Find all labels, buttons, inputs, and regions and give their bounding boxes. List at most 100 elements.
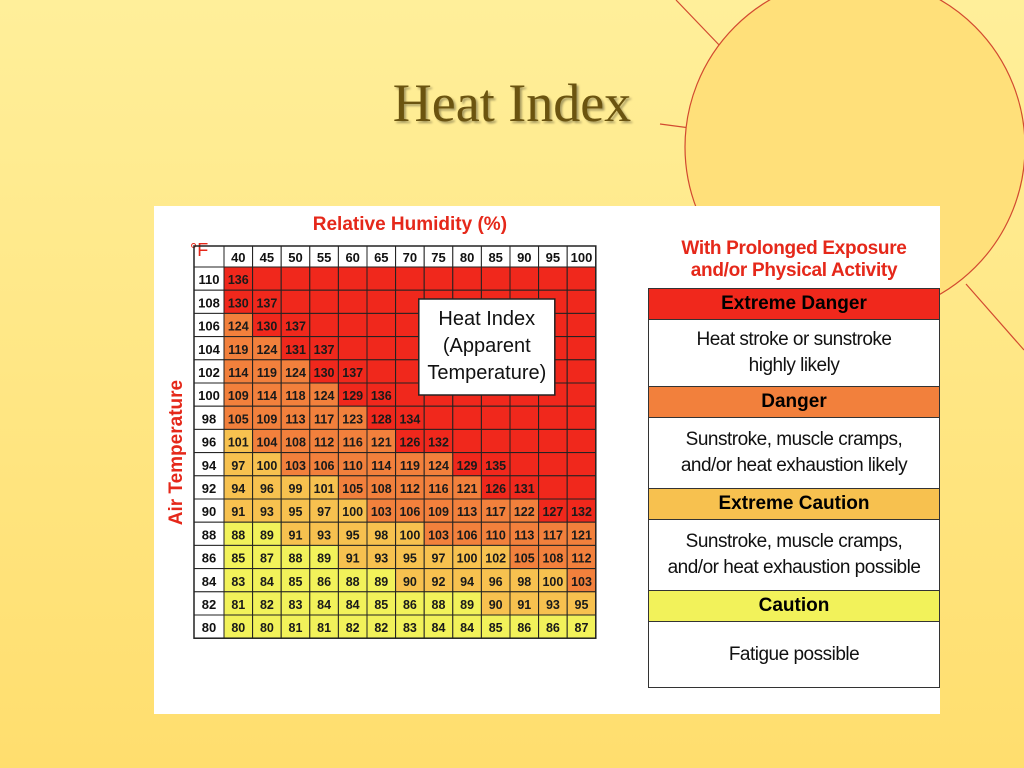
heat-index-value: 91 (231, 505, 245, 519)
heat-index-value: 136 (371, 389, 392, 403)
temperature-tick-label: 100 (198, 388, 220, 403)
humidity-tick-label: 70 (403, 250, 417, 265)
heat-index-value: 124 (314, 389, 335, 403)
heat-index-value: 114 (371, 459, 391, 473)
heat-index-value: 81 (317, 621, 331, 635)
heat-index-value: 127 (542, 505, 563, 519)
heat-index-cell (452, 266, 482, 291)
humidity-tick-label: 95 (546, 250, 560, 265)
heat-index-value: 84 (260, 575, 274, 589)
heat-index-cell (309, 312, 339, 338)
heat-index-value: 113 (285, 412, 305, 426)
humidity-tick-label: 80 (460, 250, 474, 265)
heat-index-cell (280, 266, 311, 291)
humidity-tick-label: 50 (288, 250, 302, 265)
humidity-tick-label: 55 (317, 250, 331, 265)
heat-index-value: 96 (260, 482, 274, 496)
heat-index-cell (480, 405, 511, 430)
heat-index-value: 89 (460, 598, 474, 612)
heat-index-value: 116 (343, 436, 363, 450)
annotation-text: Heat Index (438, 308, 535, 330)
humidity-tick-label: 85 (488, 250, 502, 265)
heat-index-value: 124 (256, 343, 277, 357)
heat-index-value: 95 (403, 552, 417, 566)
heat-index-cell (423, 405, 454, 430)
heat-index-value: 135 (485, 459, 506, 473)
heat-index-value: 88 (231, 528, 245, 542)
heat-index-value: 128 (371, 412, 392, 426)
humidity-tick-label: 90 (517, 250, 531, 265)
temperature-tick-label: 90 (202, 504, 216, 519)
heat-index-value: 101 (314, 482, 335, 496)
heat-index-value: 129 (457, 459, 478, 473)
heat-index-cell (366, 289, 397, 314)
heat-index-cell (509, 428, 540, 454)
heat-index-value: 100 (457, 552, 478, 566)
legend-level-extreme-danger: Extreme Danger Heat stroke or sunstroke … (648, 288, 940, 386)
legend-level-desc: Sunstroke, muscle cramps, and/or heat ex… (648, 418, 940, 488)
legend-level-desc: Heat stroke or sunstroke highly likely (648, 320, 940, 386)
annotation-text: (Apparent (443, 335, 531, 357)
heat-index-cell (509, 452, 540, 477)
heat-index-value: 85 (289, 575, 303, 589)
temperature-tick-label: 92 (202, 481, 216, 496)
heat-index-value: 108 (371, 482, 392, 496)
grid-border (193, 245, 597, 639)
heat-index-value: 113 (457, 505, 477, 519)
heat-index-value: 97 (231, 459, 245, 473)
heat-index-value: 124 (428, 459, 449, 473)
temperature-tick-label: 110 (199, 272, 220, 287)
heat-index-value: 86 (317, 575, 331, 589)
heat-index-value: 90 (489, 598, 503, 612)
heat-index-value: 96 (489, 575, 503, 589)
heat-index-cell (337, 266, 368, 291)
heat-index-value: 108 (542, 552, 563, 566)
heat-index-cell (509, 266, 540, 291)
heat-index-value: 103 (571, 575, 592, 589)
heat-index-cell (337, 336, 368, 361)
temperature-tick-label: 104 (198, 342, 220, 357)
heat-index-value: 109 (428, 505, 449, 519)
temperature-tick-label: 80 (202, 620, 216, 635)
legend-level-name: Danger (648, 386, 940, 418)
heat-index-value: 97 (432, 552, 446, 566)
temperature-tick-label: 82 (202, 597, 216, 612)
heat-index-value: 106 (314, 459, 335, 473)
heat-index-value: 97 (317, 505, 331, 519)
heat-index-value: 131 (285, 343, 306, 357)
heat-index-value: 137 (256, 296, 277, 310)
heat-index-value: 129 (342, 389, 363, 403)
heat-index-value: 86 (403, 598, 417, 612)
heat-index-cell (509, 405, 540, 430)
heat-index-value: 117 (543, 528, 563, 542)
heat-index-value: 101 (228, 436, 249, 450)
temperature-tick-label: 94 (202, 458, 217, 473)
heat-index-cell (566, 266, 597, 291)
annotation-box (418, 298, 556, 396)
heat-index-cell (395, 266, 425, 291)
heat-index-value: 137 (285, 320, 306, 334)
heat-index-value: 103 (428, 528, 449, 542)
heat-index-cell (480, 266, 511, 291)
humidity-tick-label: 65 (374, 250, 388, 265)
heat-index-cell (538, 475, 568, 500)
legend-level-name: Extreme Caution (648, 488, 940, 520)
heat-index-value: 95 (346, 528, 360, 542)
heat-index-value: 130 (314, 366, 335, 380)
heat-index-value: 113 (514, 528, 534, 542)
heat-index-value: 91 (517, 598, 531, 612)
legend: With Prolonged Exposure and/or Physical … (648, 238, 940, 688)
legend-heading-line: and/or Physical Activity (690, 260, 898, 281)
heat-index-cell (566, 382, 597, 407)
deco-line (965, 283, 1024, 351)
heat-index-value: 122 (514, 505, 535, 519)
heat-index-cell (309, 289, 339, 314)
heat-index-value: 94 (231, 482, 245, 496)
heat-index-cell (366, 312, 397, 338)
humidity-tick-label: 40 (231, 250, 245, 265)
heat-index-value: 100 (542, 575, 563, 589)
heat-index-value: 117 (486, 505, 506, 519)
heat-index-value: 91 (346, 552, 360, 566)
heat-index-cell (452, 428, 482, 454)
heat-index-cell (337, 289, 368, 314)
